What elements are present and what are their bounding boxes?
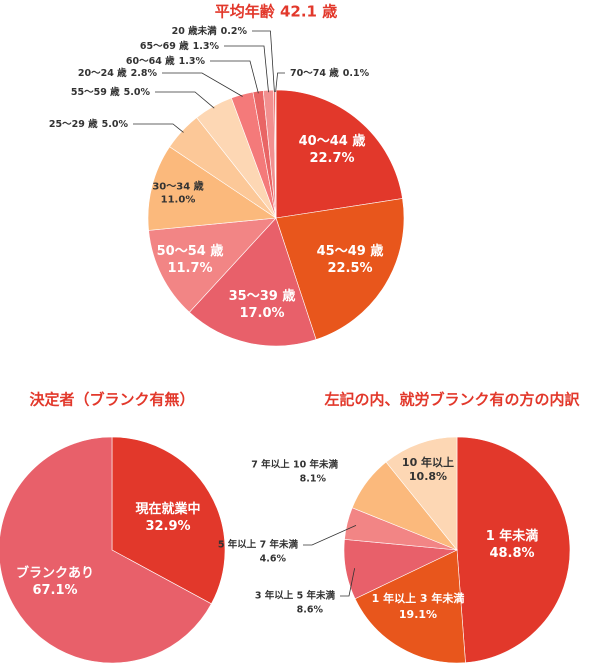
slice-name: 55〜59 歳: [71, 86, 120, 98]
leader-line: [303, 525, 357, 546]
slice-label: 65〜69 歳 1.3%: [140, 40, 220, 52]
slice-label: 50〜54 歳: [157, 243, 224, 259]
chart-title: 左記の内、就労ブランク有の方の内訳: [323, 391, 580, 409]
pie-slice: [275, 89, 403, 219]
value-label: 8.6%: [297, 605, 324, 616]
slice-label: 70〜74 歳 0.1%: [290, 67, 370, 79]
pie-slice: [385, 436, 458, 551]
pie-slice: [111, 436, 226, 605]
leader-line: [275, 72, 285, 93]
value-label: 48.8%: [489, 546, 534, 561]
value-label: 0.1%: [343, 68, 370, 79]
slice-name: 25〜29 歳: [49, 118, 98, 130]
slice-name: 20〜24 歳: [78, 67, 127, 79]
slice-label: 1 年未満: [486, 528, 539, 544]
slice-name: 20 歳未満: [172, 25, 218, 37]
leader-line: [210, 60, 259, 94]
value-label: 4.6%: [260, 554, 287, 565]
value-label: 19.1%: [399, 608, 437, 621]
value-label: 2.8%: [131, 68, 158, 79]
slice-label: 1 年以上 3 年未満: [372, 591, 465, 605]
chart-title: 決定者（ブランク有無）: [29, 391, 194, 409]
value-label: 5.0%: [124, 87, 151, 98]
slice-name: 60〜64 歳: [126, 55, 175, 67]
pie-slice: [456, 436, 571, 664]
slice-label: 30〜34 歳: [152, 180, 203, 193]
slice-label: 60〜64 歳 1.3%: [126, 55, 206, 67]
value-label: 17.0%: [239, 306, 284, 321]
pie-slice: [0, 436, 212, 664]
slice-label: 7 年以上 10 年未満: [251, 459, 338, 471]
value-label: 0.2%: [221, 26, 248, 37]
slice-label: ブランクあり: [16, 565, 94, 581]
slice-label: 40〜44 歳: [299, 133, 366, 149]
slice-name: 65〜69 歳: [140, 40, 189, 52]
slice-name: 70〜74 歳: [290, 67, 339, 79]
value-label: 11.7%: [167, 261, 212, 276]
value-label: 8.1%: [300, 474, 327, 485]
pie-slice: [275, 198, 405, 340]
value-label: 32.9%: [145, 519, 190, 534]
slice-label: 3 年以上 5 年未満: [255, 590, 336, 602]
value-label: 22.5%: [327, 261, 372, 276]
leader-line: [252, 30, 275, 93]
value-label: 10.8%: [409, 470, 447, 483]
pie-slice: [188, 217, 317, 347]
value-label: 1.3%: [179, 56, 206, 67]
leader-line: [224, 45, 269, 93]
pie-slice: [354, 549, 466, 664]
slice-label: 55〜59 歳 5.0%: [71, 86, 151, 98]
value-label: 5.0%: [102, 119, 129, 130]
slice-label: 35〜39 歳: [229, 288, 296, 304]
slice-label: 20 歳未満 0.2%: [172, 25, 248, 37]
slice-label: 現在就業中: [135, 501, 200, 517]
leader-line: [155, 91, 215, 109]
chart-title: 平均年齢 42.1 歳: [215, 3, 337, 21]
value-label: 67.1%: [32, 583, 77, 598]
slice-label: 10 年以上: [402, 455, 454, 469]
value-label: 22.7%: [309, 151, 354, 166]
leader-line: [340, 568, 356, 597]
value-label: 11.0%: [161, 195, 196, 206]
slice-label: 5 年以上 7 年未満: [218, 539, 299, 551]
leader-line: [162, 72, 243, 97]
slice-label: 45〜49 歳: [317, 243, 384, 259]
pie-slice: [147, 146, 277, 231]
slice-label: 25〜29 歳 5.0%: [49, 118, 129, 130]
value-label: 1.3%: [193, 41, 220, 52]
pie-slice: [148, 217, 277, 313]
leader-line: [133, 123, 184, 133]
slice-label: 20〜24 歳 2.8%: [78, 67, 158, 79]
